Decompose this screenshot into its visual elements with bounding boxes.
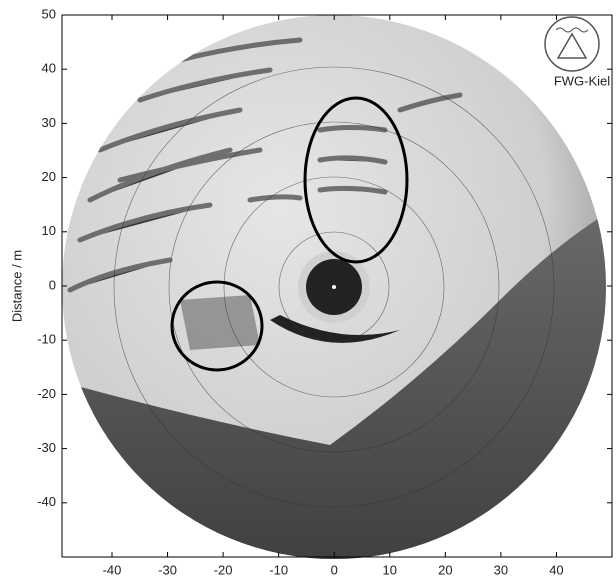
- x-tick-label: -20: [214, 562, 233, 577]
- y-tick-label: -20: [37, 386, 56, 401]
- chart: FWG-Kiel Distance / m -40 -30 -20 -10 0 10 20 3…: [0, 0, 616, 577]
- logo: FWG-Kiel: [545, 17, 610, 88]
- y-tick-label: 20: [42, 169, 56, 184]
- x-tick-label: 0: [331, 562, 338, 577]
- y-axis-label: Distance / m: [9, 250, 24, 322]
- sonar-image: [55, 15, 616, 570]
- x-tick-label: 30: [494, 562, 508, 577]
- x-tick-label: -30: [158, 562, 177, 577]
- y-tick-label: -40: [37, 494, 56, 509]
- y-tick-label: 30: [42, 115, 56, 130]
- x-tick-label: 10: [383, 562, 397, 577]
- x-tick-label: 20: [438, 562, 452, 577]
- y-tick-label: 40: [42, 61, 56, 76]
- y-tick-label: 0: [49, 277, 56, 292]
- x-tick-label: 40: [549, 562, 563, 577]
- page: FWG-Kiel Distance / m -40 -30 -20 -10 0 10 20 3…: [0, 0, 616, 577]
- x-tick-label: -40: [103, 562, 122, 577]
- x-tick-label: -10: [269, 562, 288, 577]
- y-tick-label: 50: [42, 6, 56, 21]
- logo-text: FWG-Kiel: [554, 73, 610, 88]
- y-tick-label: -30: [37, 440, 56, 455]
- y-tick-label: -10: [37, 332, 56, 347]
- y-tick-label: 10: [42, 223, 56, 238]
